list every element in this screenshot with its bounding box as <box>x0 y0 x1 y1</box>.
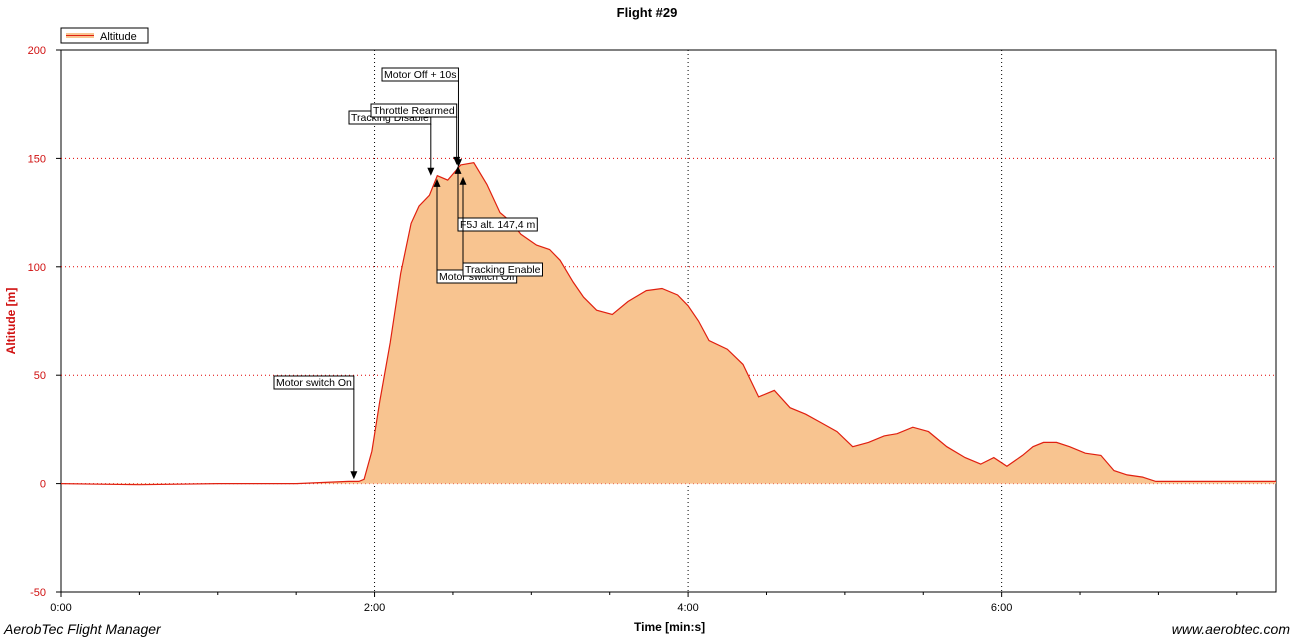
chart-title: Flight #29 <box>617 5 678 20</box>
y-tick-label: 50 <box>34 370 46 382</box>
annotation-label: Tracking Enable <box>465 264 541 276</box>
axes: -50 0 50 100 150 200 0:00 2:00 4:00 6:00 <box>28 45 1238 614</box>
x-tick-label: 0:00 <box>50 602 71 614</box>
x-tick-label: 2:00 <box>364 602 385 614</box>
annotation-box <box>273 375 355 390</box>
legend-label-altitude: Altitude <box>100 31 137 43</box>
annotation-arrow <box>459 176 467 185</box>
y-axis-label: Altitude [m] <box>4 288 18 355</box>
app-name: AerobTec Flight Manager <box>4 621 161 637</box>
plot-area-frame <box>60 49 1277 593</box>
y-tick-label: -50 <box>30 587 46 599</box>
annotation-box <box>462 262 543 277</box>
x-tick-label: 4:00 <box>677 602 698 614</box>
annotation-label: F5J alt. 147,4 m <box>460 219 536 231</box>
annotation-arrow <box>454 159 462 168</box>
annotation-box <box>381 67 459 82</box>
data-layer <box>60 162 1276 486</box>
y-tick-label: 100 <box>28 262 46 274</box>
annotation-label: Throttle Rearmed <box>373 105 455 117</box>
annotation-arrow <box>433 178 441 187</box>
annotation: Motor Off + 10s <box>381 67 462 168</box>
annotation: Tracking Enable <box>459 176 543 277</box>
y-tick-label: 200 <box>28 45 46 57</box>
annotation-box <box>370 103 458 118</box>
altitude-line <box>60 162 1276 486</box>
annotation-box <box>457 217 538 232</box>
altitude-area <box>61 162 1276 485</box>
x-tick-label: 6:00 <box>991 602 1012 614</box>
annotation-arrow <box>350 471 358 480</box>
annotation-label: Motor Off + 10s <box>384 69 456 81</box>
legend: Altitude <box>60 27 149 44</box>
annotation-arrow <box>454 165 462 174</box>
y-tick-label: 0 <box>40 479 46 491</box>
y-tick-label: 150 <box>28 153 46 165</box>
annotation: Motor switch On <box>273 375 358 480</box>
legend-box <box>60 27 149 44</box>
x-axis-label: Time [min:s] <box>634 620 705 634</box>
annotation: F5J alt. 147,4 m <box>454 165 538 232</box>
website-link[interactable]: www.aerobtec.com <box>1171 621 1290 637</box>
annotation-label: Motor switch On <box>276 377 352 389</box>
annotation-arrow <box>427 167 435 176</box>
